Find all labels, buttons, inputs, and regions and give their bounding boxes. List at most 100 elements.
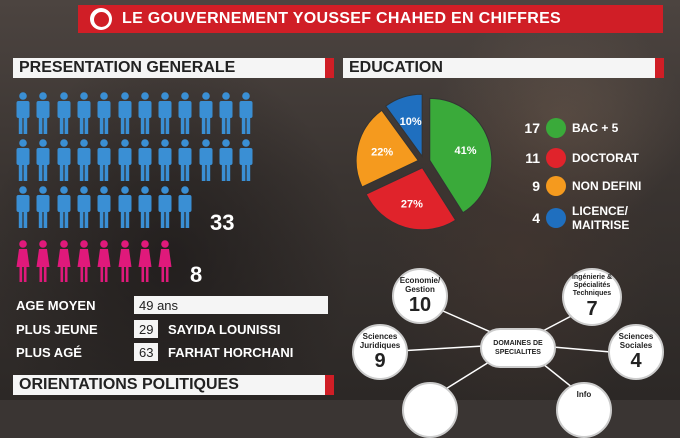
legend-label: BAC + 5 xyxy=(572,121,619,135)
man-icon xyxy=(199,139,213,181)
woman-icon xyxy=(158,240,172,282)
man-icon xyxy=(118,92,131,134)
legend-item: 11 DOCTORAT xyxy=(516,148,639,168)
legend-item: 4 LICENCE/ MAITRISE xyxy=(516,204,652,232)
plus-jeune-age: 29 xyxy=(134,320,158,338)
orientations-title: ORIENTATIONS POLITIQUES xyxy=(19,376,239,393)
plus-jeune-label: PLUS JEUNE xyxy=(16,322,98,337)
legend-label: LICENCE/ MAITRISE xyxy=(572,204,630,232)
node-economie-count: 10 xyxy=(408,294,432,316)
legend-count: 9 xyxy=(532,178,540,194)
woman-icon xyxy=(138,240,152,282)
education-pie-chart: 41% 27% 22% 10% xyxy=(355,93,493,231)
man-icon xyxy=(138,139,152,181)
legend-label: DOCTORAT xyxy=(572,151,639,165)
man-icon xyxy=(239,92,253,134)
node-info: Info xyxy=(556,382,612,438)
plus-age-age: 63 xyxy=(134,343,158,361)
pie-label-1: 27% xyxy=(401,198,423,210)
man-icon xyxy=(97,92,111,134)
man-icon xyxy=(138,92,152,134)
title-banner: LE GOUVERNEMENT YOUSSEF CHAHED EN CHIFFR… xyxy=(78,5,663,33)
node-juridiques: Sciences Juridiques 9 xyxy=(352,324,408,380)
man-icon xyxy=(239,139,253,181)
pie-label-3: 10% xyxy=(400,116,422,128)
man-icon xyxy=(16,92,30,134)
women-count: 8 xyxy=(190,262,203,287)
man-icon xyxy=(16,186,30,228)
node-sociales-count: 4 xyxy=(630,350,642,372)
man-icon xyxy=(199,92,213,134)
legend-swatch-icon xyxy=(546,118,566,138)
node-info-label: Info xyxy=(576,390,592,399)
domaines-center-label: DOMAINES DE SPECIALITES xyxy=(493,340,543,356)
plus-age-label: PLUS AGÉ xyxy=(16,345,82,360)
plus-jeune-name: SAYIDA LOUNISSI xyxy=(168,322,281,337)
legend-count: 4 xyxy=(532,210,540,226)
man-icon xyxy=(219,139,233,181)
education-header: EDUCATION xyxy=(343,58,664,78)
man-icon xyxy=(158,92,172,134)
legend-label: NON DEFINI xyxy=(572,179,642,193)
man-icon xyxy=(77,186,91,228)
man-icon xyxy=(97,139,111,181)
legend-count: 17 xyxy=(524,120,540,136)
man-icon xyxy=(178,92,192,134)
node-ingenierie-count: 7 xyxy=(586,298,598,320)
man-icon xyxy=(57,186,71,228)
man-icon xyxy=(16,139,30,181)
tunisia-flag-icon xyxy=(90,8,112,30)
legend-swatch-icon xyxy=(546,176,566,196)
banner-title: LE GOUVERNEMENT YOUSSEF CHAHED EN CHIFFR… xyxy=(122,10,562,27)
plus-age-name: FARHAT HORCHANI xyxy=(168,345,294,360)
legend-item: 9 NON DEFINI xyxy=(516,176,641,196)
man-icon xyxy=(36,139,50,181)
man-icon xyxy=(57,92,71,134)
node-juridiques-count: 9 xyxy=(374,350,386,372)
node-bottom-left xyxy=(402,382,458,438)
orientations-header: ORIENTATIONS POLITIQUES xyxy=(13,375,334,395)
node-economie: Economie/ Gestion 10 xyxy=(392,268,448,324)
node-sociales: Sciences Sociales 4 xyxy=(608,324,664,380)
woman-icon xyxy=(118,240,131,282)
presentation-header: PRESENTATION GENERALE xyxy=(13,58,334,78)
man-icon xyxy=(178,186,192,228)
man-icon xyxy=(36,92,50,134)
man-icon xyxy=(158,186,172,228)
pie-slice-3 xyxy=(385,93,423,158)
node-juridiques-label: Sciences Juridiques xyxy=(359,332,401,350)
pie-slice-1 xyxy=(365,167,457,231)
legend-swatch-icon xyxy=(546,208,566,228)
woman-icon xyxy=(36,240,50,282)
man-icon xyxy=(77,92,91,134)
education-title: EDUCATION xyxy=(349,59,443,76)
presentation-title: PRESENTATION GENERALE xyxy=(19,59,236,76)
woman-icon xyxy=(16,240,30,282)
man-icon xyxy=(118,186,131,228)
man-icon xyxy=(57,139,71,181)
node-ingenierie-label: Ingénierie & Spécialités Techniques xyxy=(571,274,613,297)
pie-label-2: 22% xyxy=(371,146,393,158)
age-moyen-label: AGE MOYEN xyxy=(16,298,96,313)
man-icon xyxy=(178,139,192,181)
woman-icon xyxy=(97,240,111,282)
man-icon xyxy=(118,139,131,181)
man-icon xyxy=(138,186,152,228)
woman-icon xyxy=(77,240,91,282)
pie-slice-2 xyxy=(355,109,419,188)
domaines-center-node: DOMAINES DE SPECIALITES xyxy=(480,328,556,368)
node-economie-label: Economie/ Gestion xyxy=(399,276,441,294)
man-icon xyxy=(97,186,111,228)
man-icon xyxy=(219,92,233,134)
woman-icon xyxy=(57,240,71,282)
man-icon xyxy=(77,139,91,181)
legend-count: 11 xyxy=(525,150,540,166)
man-icon xyxy=(36,186,50,228)
man-icon xyxy=(158,139,172,181)
node-ingenierie: Ingénierie & Spécialités Techniques 7 xyxy=(562,268,622,326)
men-count: 33 xyxy=(210,210,235,235)
legend-swatch-icon xyxy=(546,148,566,168)
node-sociales-label: Sciences Sociales xyxy=(618,332,654,350)
age-moyen-value: 49 ans xyxy=(134,296,328,314)
pie-slice-0 xyxy=(429,97,493,214)
